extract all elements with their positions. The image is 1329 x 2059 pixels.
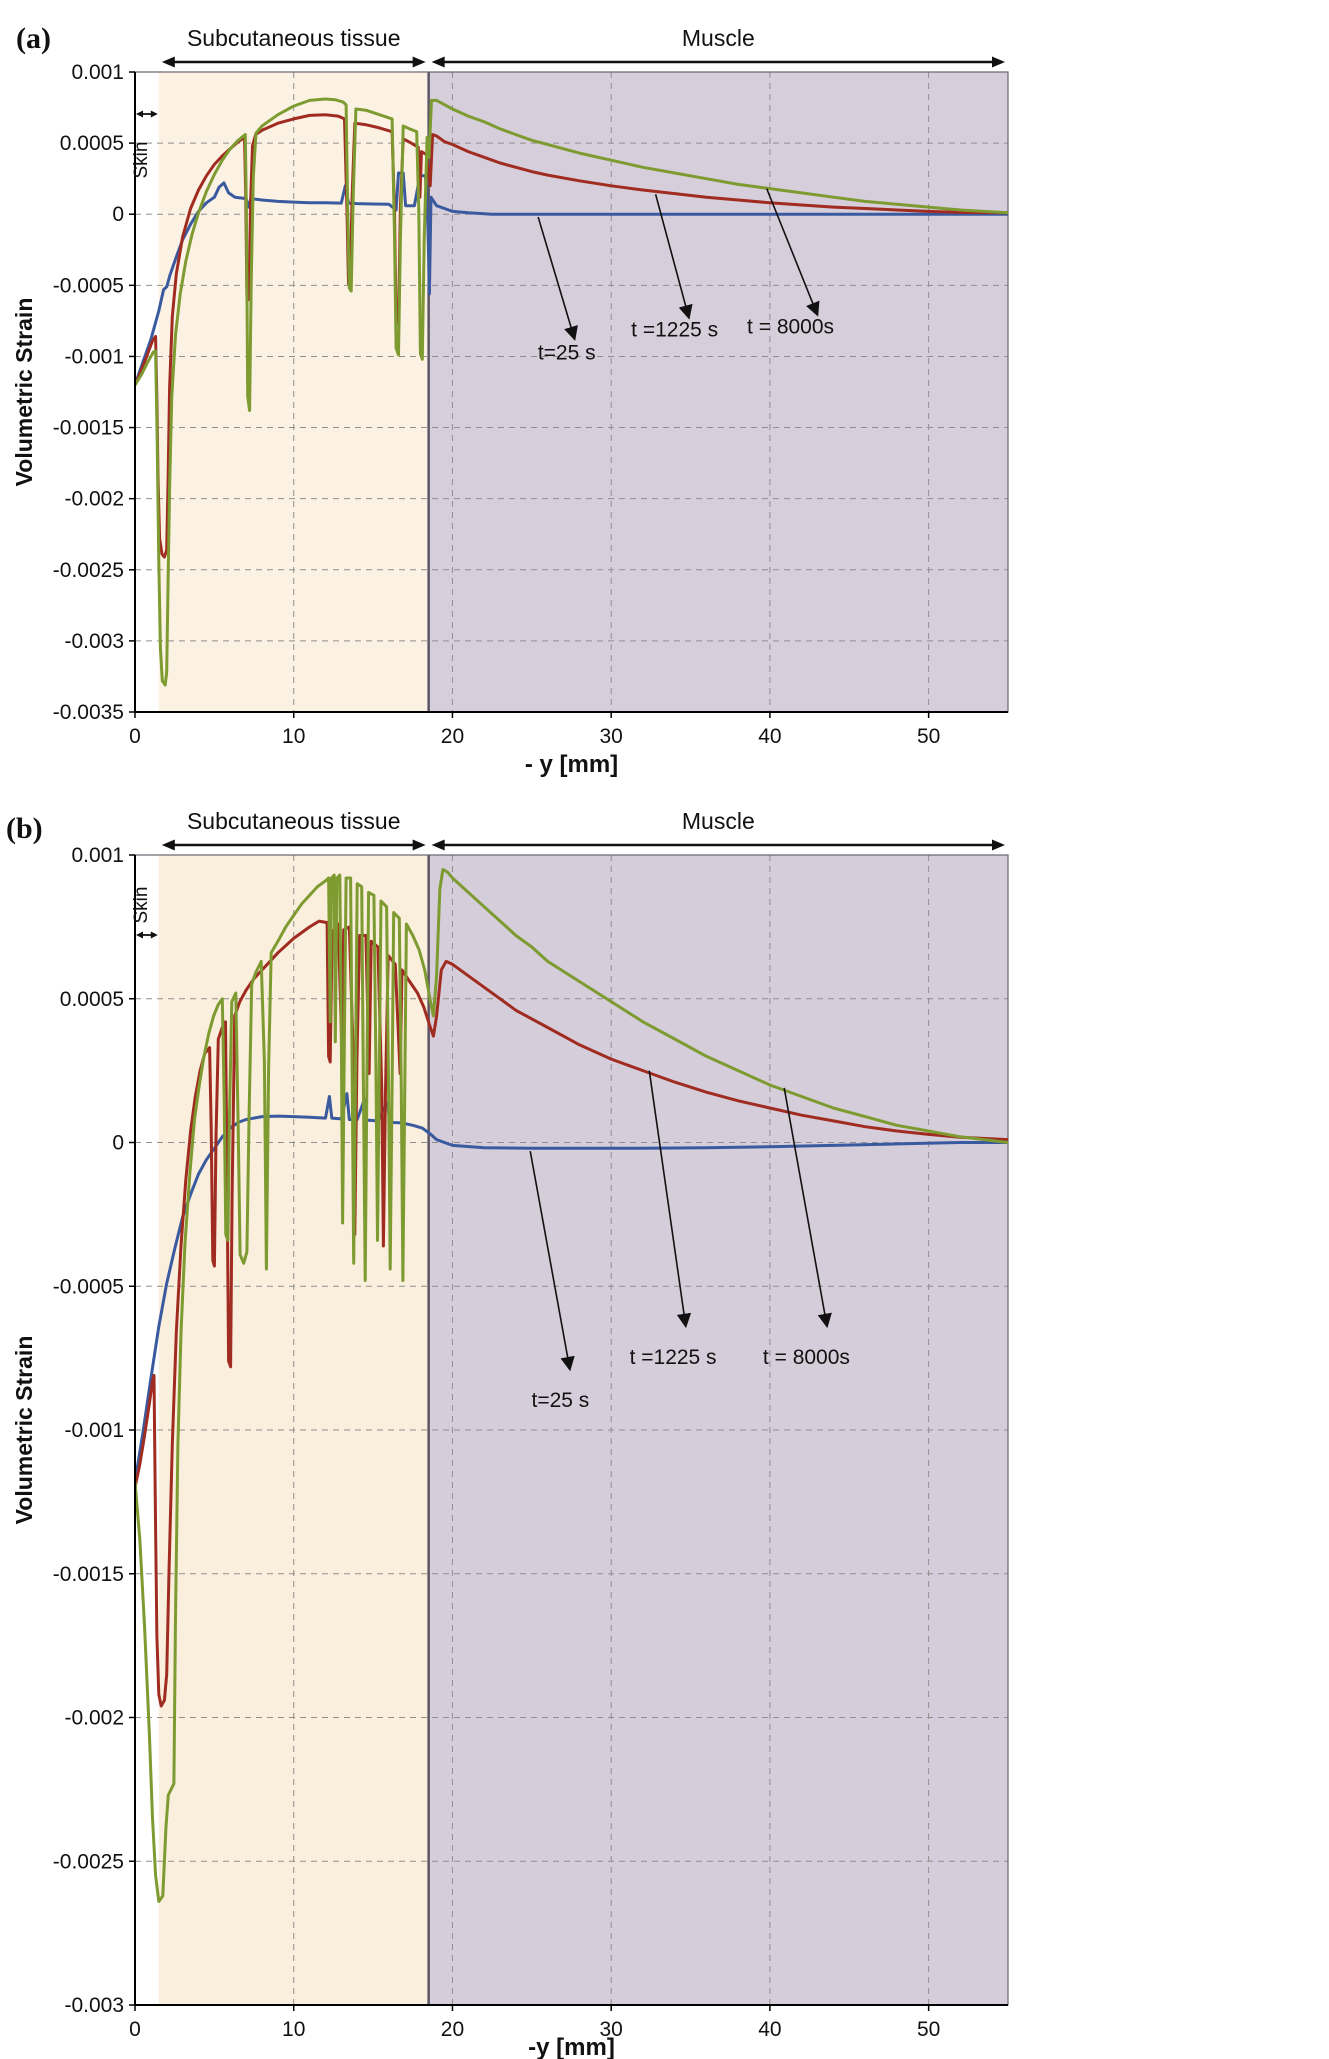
- y-tick-label: -0.002: [64, 488, 124, 511]
- annotation-label: t=25 s: [531, 1389, 589, 1412]
- chart-panel-b: 0.001 0.0005 0 -0.0005 -0.001 -0.0015 -0.002 -0…: [6, 808, 1009, 2059]
- region-skin: [135, 72, 159, 712]
- series-line-t25: [135, 1092, 1008, 1484]
- arrowhead-right-icon: [150, 110, 158, 118]
- x-tick-label: 30: [600, 725, 623, 748]
- y-tick-label: 0.001: [71, 844, 124, 867]
- annotation-label: t = 8000s: [747, 316, 834, 339]
- arrowhead-right-icon: [412, 56, 426, 68]
- annotation-label: t = 8000s: [763, 1346, 850, 1369]
- panel-a: 0.001 0.0005 0 -0.0005 -0.001 -0.0015 -0.002 -0…: [0, 0, 1329, 800]
- region-label-muscle: Muscle: [682, 25, 755, 51]
- arrowhead-left-icon: [431, 839, 445, 851]
- y-tick-label: -0.003: [64, 1994, 124, 2017]
- panel-b: 0.001 0.0005 0 -0.0005 -0.001 -0.0015 -0.002 -0…: [0, 800, 1329, 2059]
- series-line-t8000: [135, 97, 1008, 687]
- region-label-subcutaneous: Subcutaneous tissue: [187, 808, 401, 834]
- x-tick-label: 10: [282, 725, 305, 748]
- arrowhead-left-icon: [161, 56, 175, 68]
- y-tick-label: 0.0005: [60, 988, 124, 1011]
- region-label-subcutaneous: Subcutaneous tissue: [187, 25, 401, 51]
- y-axis-label: Volumetric Strain: [11, 1336, 37, 1525]
- y-tick-label: -0.0025: [53, 1850, 124, 1873]
- y-tick-label: -0.0015: [53, 417, 124, 440]
- annotation-arrow: [783, 1087, 832, 1329]
- y-axis-label: Volumetric Strain: [11, 298, 37, 487]
- y-tick-label: -0.001: [64, 1419, 124, 1442]
- region-muscle: [428, 72, 1008, 712]
- y-tick-label: -0.0025: [53, 559, 124, 582]
- x-tick-label: 20: [441, 725, 464, 748]
- y-tick-label: -0.0035: [53, 701, 124, 724]
- annotation-label: t =1225 s: [631, 319, 718, 342]
- x-tick-label: 50: [917, 2018, 940, 2041]
- annotation-arrow: [529, 1150, 575, 1372]
- y-tick-label: -0.0005: [53, 274, 124, 297]
- annotation-arrow: [537, 216, 578, 341]
- y-tick-label: -0.003: [64, 630, 124, 653]
- x-axis-label: -y [mm]: [528, 2034, 615, 2059]
- region-label-skin: Skin: [131, 142, 152, 179]
- x-tick-label: 50: [917, 725, 940, 748]
- x-axis-label: - y [mm]: [525, 751, 618, 778]
- y-tick-label: 0: [112, 1132, 124, 1155]
- arrowhead-left-icon: [431, 56, 445, 68]
- arrowhead-left-icon: [161, 839, 175, 851]
- annotation-arrow: [765, 188, 820, 317]
- y-tick-label: 0: [112, 203, 124, 226]
- x-tick-label: 0: [129, 725, 141, 748]
- arrowhead-right-icon: [992, 56, 1005, 68]
- annotation-label: t =1225 s: [630, 1346, 717, 1369]
- x-tick-label: 0: [129, 2018, 141, 2041]
- arrowhead-left-icon: [136, 931, 143, 939]
- annotation-label: t=25 s: [538, 341, 596, 364]
- arrowhead-left-icon: [136, 110, 143, 118]
- y-tick-label: -0.001: [64, 345, 124, 368]
- y-tick-label: -0.0005: [53, 1275, 124, 1298]
- x-tick-label: 40: [758, 2018, 781, 2041]
- y-tick-label: -0.002: [64, 1707, 124, 1730]
- panel-label-b: (b): [6, 812, 43, 845]
- x-tick-label: 30: [600, 2018, 623, 2041]
- annotation-arrow: [648, 1070, 692, 1329]
- y-tick-label: 0.0005: [60, 132, 124, 155]
- arrowhead-right-icon: [992, 839, 1005, 851]
- region-label-muscle: Muscle: [682, 808, 755, 834]
- x-tick-label: 10: [282, 2018, 305, 2041]
- region-label-skin: Skin: [131, 887, 152, 924]
- arrowhead-right-icon: [412, 839, 426, 851]
- series-line-t8000: [135, 867, 1008, 1903]
- x-tick-label: 40: [758, 725, 781, 748]
- annotation-arrow: [654, 194, 693, 320]
- x-tick-label: 20: [441, 2018, 464, 2041]
- y-tick-label: 0.001: [71, 61, 124, 84]
- y-tick-label: -0.0015: [53, 1563, 124, 1586]
- arrowhead-right-icon: [150, 931, 158, 939]
- panel-label-a: (a): [16, 22, 51, 55]
- chart-panel-a: 0.001 0.0005 0 -0.0005 -0.001 -0.0015 -0.002 -0…: [11, 22, 1009, 778]
